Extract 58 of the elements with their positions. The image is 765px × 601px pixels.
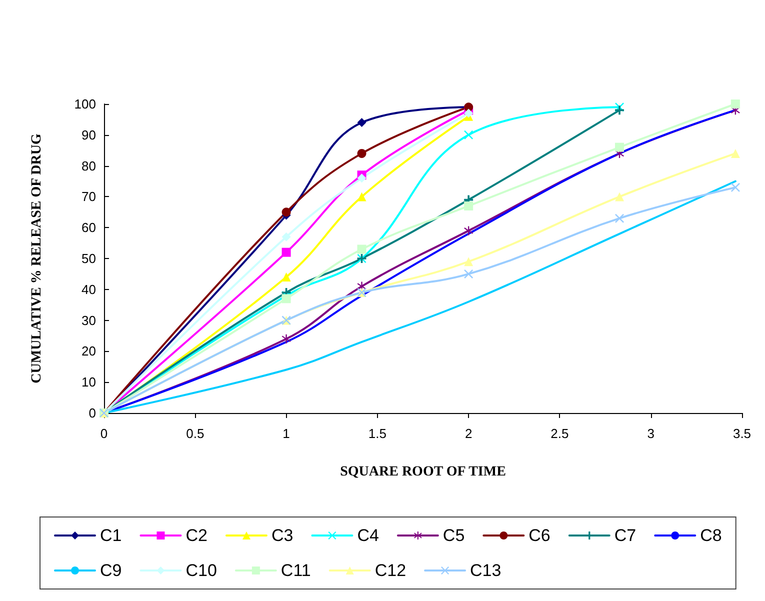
legend-label: C5 (442, 526, 465, 545)
y-tick-label: 30 (82, 312, 96, 328)
y-tick-label: 70 (82, 189, 96, 204)
point (357, 244, 366, 254)
y-tick-label: 10 (82, 374, 96, 390)
point (730, 148, 740, 158)
legend-label: C6 (528, 526, 550, 545)
legend-label: C7 (614, 526, 636, 545)
legend-label: C9 (100, 561, 122, 580)
point (464, 108, 474, 118)
point (464, 226, 474, 236)
point (615, 142, 624, 152)
y-tick-label: 40 (82, 282, 96, 297)
legend-label: C11 (280, 561, 311, 580)
y-tick-label: 80 (82, 158, 96, 174)
point (282, 248, 291, 257)
point (464, 269, 474, 278)
x-tick-label: 3.5 (732, 426, 752, 441)
y-tick-label: 90 (82, 127, 96, 142)
legend-label: C12 (374, 561, 406, 580)
point (282, 232, 291, 242)
x-tick-label: 2 (464, 426, 472, 441)
legend-label: C10 (186, 561, 217, 580)
y-axis-title: CUMULATIVE % RELEASE OF DRUG (30, 134, 44, 384)
y-tick-label: 0 (88, 406, 96, 420)
point (282, 294, 291, 304)
point (615, 106, 624, 115)
x-tick-label: 1 (282, 426, 290, 441)
x-tick-label: 2.5 (550, 426, 569, 441)
point (730, 100, 740, 108)
point (730, 182, 740, 192)
x-tick-label: 0.5 (186, 426, 204, 441)
point (357, 148, 366, 158)
point (464, 201, 474, 210)
y-tick-label: 50 (82, 251, 96, 266)
point (357, 174, 366, 183)
point (282, 272, 291, 282)
legend-label: C1 (100, 526, 122, 545)
legend-label: C13 (470, 561, 502, 580)
legend-label: C8 (700, 526, 722, 545)
x-tick-label: 1.5 (368, 426, 386, 441)
point (282, 334, 291, 344)
point (357, 192, 366, 202)
y-tick-label: 100 (74, 96, 96, 112)
x-axis-title: SQUARE ROOT OF TIME (340, 464, 506, 480)
y-tick-label: 20 (82, 344, 96, 359)
x-tick-label: 0 (100, 426, 108, 441)
point (464, 130, 474, 140)
point (357, 118, 366, 128)
point (464, 257, 474, 266)
point (615, 192, 624, 202)
y-tick-label: 60 (82, 220, 96, 236)
point (282, 208, 291, 217)
x-tick-label: 3 (647, 426, 654, 441)
legend-label: C2 (186, 526, 208, 545)
point (615, 214, 624, 223)
legend-label: C3 (271, 526, 294, 545)
legend-label: C4 (357, 526, 379, 545)
